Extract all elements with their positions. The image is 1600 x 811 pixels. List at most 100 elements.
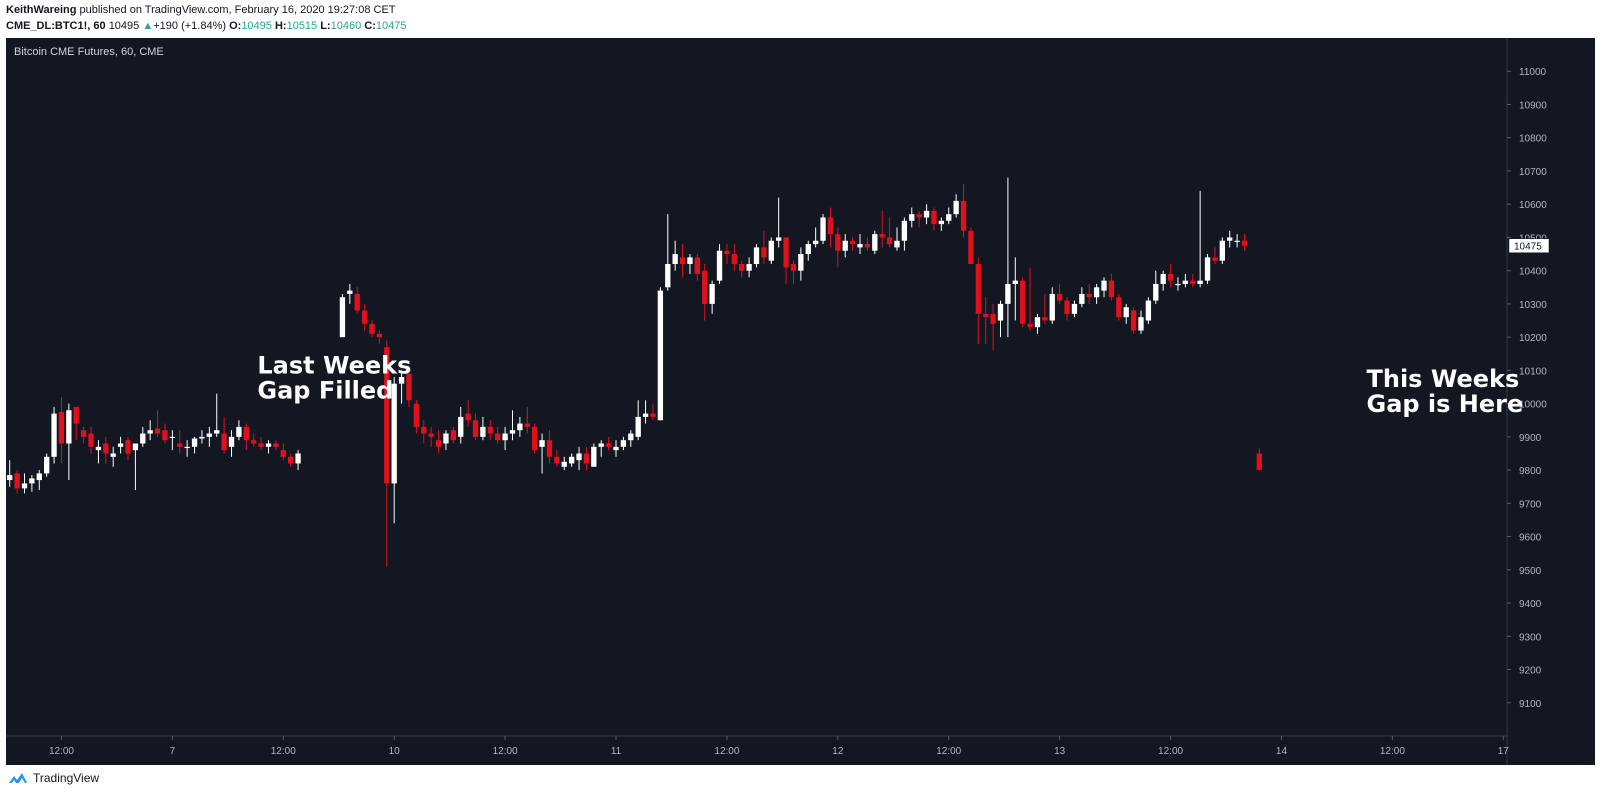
- candle-body: [731, 254, 737, 265]
- candlestick-chart[interactable]: Bitcoin CME Futures, 60, CME 9100 9200 930…: [6, 38, 1595, 765]
- candle-body: [657, 290, 664, 421]
- candle: [1034, 313, 1041, 334]
- time-tick-label: 12:00: [714, 746, 739, 757]
- price-tick-label: 9300: [1519, 632, 1542, 643]
- candle-body: [288, 456, 294, 464]
- candle-body: [798, 254, 804, 271]
- candle-body: [1145, 300, 1152, 321]
- candle: [376, 330, 383, 344]
- price-tick-label: 9400: [1519, 599, 1542, 610]
- candle-body: [1123, 307, 1129, 318]
- candle-body: [539, 440, 545, 447]
- candle-body: [199, 436, 205, 439]
- candle: [886, 217, 893, 248]
- candle: [909, 207, 915, 228]
- candle: [716, 244, 723, 284]
- candle-body: [228, 436, 235, 447]
- candle: [812, 227, 819, 248]
- candle: [532, 423, 538, 454]
- candle-body: [251, 440, 257, 444]
- candle-body: [576, 453, 582, 461]
- time-axis[interactable]: 12:00 7 12:00 10 12:00 11 12:00 12 12:00 13 12:00 1…: [49, 736, 1509, 757]
- candles-group: [7, 177, 1262, 567]
- candle: [1167, 264, 1174, 288]
- candle-body: [872, 234, 878, 251]
- candle: [502, 426, 508, 451]
- annotation-line: Gap is Here: [1367, 390, 1524, 418]
- candle: [894, 227, 900, 251]
- time-tick-label: 14: [1276, 746, 1288, 757]
- candle: [724, 244, 730, 265]
- candle-body: [103, 443, 109, 454]
- candle: [398, 370, 405, 404]
- candle-body: [598, 443, 604, 447]
- candle-body: [384, 347, 390, 484]
- candle-body: [1064, 300, 1070, 314]
- candle: [354, 287, 360, 314]
- candle: [228, 430, 235, 457]
- price-tick-label: 9800: [1519, 466, 1542, 477]
- candle: [798, 247, 804, 281]
- price-axis[interactable]: 9100 9200 9300 9400 9500 9600 9700 9800 9900 1000…: [1507, 67, 1547, 710]
- candle: [347, 283, 353, 304]
- candle-body: [568, 456, 575, 464]
- candle: [265, 440, 272, 454]
- price-tick-label: 10800: [1519, 134, 1547, 145]
- candle-body: [946, 214, 952, 221]
- time-tick-label: 12:00: [271, 746, 296, 757]
- candle: [206, 426, 212, 447]
- candle: [1064, 297, 1070, 321]
- author-name[interactable]: KeithWareing: [6, 4, 77, 16]
- candle: [628, 430, 634, 447]
- candle-body: [990, 313, 996, 324]
- candle: [665, 214, 671, 291]
- candle: [58, 396, 65, 464]
- candle: [110, 446, 116, 467]
- candle-body: [665, 264, 671, 288]
- candle: [288, 453, 294, 467]
- candle-body: [591, 446, 597, 467]
- candle: [1123, 303, 1129, 324]
- published-text: published on TradingView.com, February 1…: [76, 4, 396, 16]
- candle: [1145, 297, 1152, 324]
- candle: [406, 373, 412, 407]
- candle: [1160, 270, 1166, 291]
- candle: [517, 416, 523, 437]
- time-tick-label: 13: [1054, 746, 1066, 757]
- time-tick-label: 12:00: [1158, 746, 1183, 757]
- candle-body: [532, 426, 538, 451]
- candle-body: [110, 453, 116, 457]
- candle-body: [458, 416, 464, 437]
- candle-body: [361, 310, 368, 324]
- candle-body: [450, 430, 457, 441]
- price-tick-label: 9600: [1519, 533, 1542, 544]
- annotation-line: This Weeks: [1367, 365, 1520, 393]
- candle-body: [894, 240, 900, 248]
- candle: [191, 436, 198, 454]
- candle-body: [1167, 273, 1174, 281]
- candle-body: [1079, 293, 1085, 304]
- time-tick-label: 12:00: [49, 746, 74, 757]
- tradingview-brand[interactable]: TradingView: [8, 771, 99, 785]
- candle-body: [472, 420, 479, 437]
- candle-body: [768, 240, 774, 261]
- candle: [605, 436, 612, 451]
- candle: [694, 254, 701, 281]
- candle-body: [524, 423, 530, 427]
- candle-body: [812, 240, 819, 245]
- candle: [487, 420, 493, 441]
- chart-panel[interactable]: Bitcoin CME Futures, 60, CME 9100 9200 930…: [6, 38, 1595, 765]
- candle: [421, 420, 427, 444]
- candle-body: [820, 217, 826, 241]
- candle: [1212, 247, 1218, 265]
- candle-body: [724, 250, 730, 255]
- candle: [1027, 267, 1033, 331]
- price-tick-label: 10400: [1519, 267, 1547, 278]
- low-value: 10460: [330, 20, 362, 32]
- candle: [879, 210, 885, 248]
- last-price-marker: 10475: [1508, 238, 1550, 253]
- time-tick-label: 12:00: [493, 746, 518, 757]
- candle: [472, 413, 479, 441]
